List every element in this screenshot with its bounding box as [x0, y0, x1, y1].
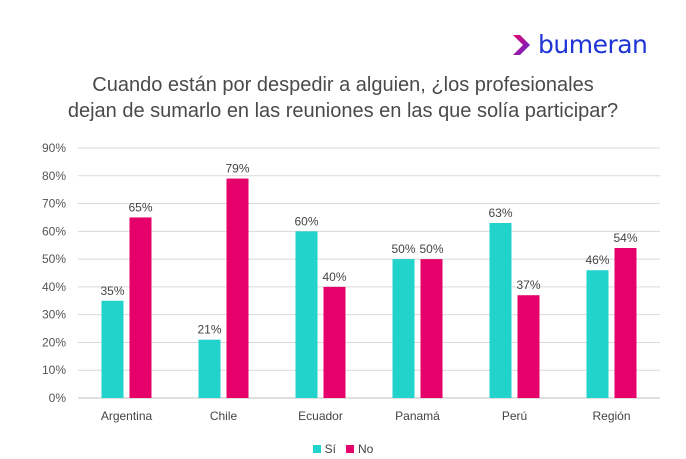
bar-si	[392, 259, 415, 398]
legend-item-si: Sí	[312, 442, 336, 456]
y-tick-label: 40%	[42, 280, 66, 294]
bar-si	[198, 339, 221, 398]
y-tick-label: 70%	[42, 197, 66, 211]
x-tick-label: Argentina	[101, 409, 153, 423]
x-tick-label: Chile	[210, 409, 238, 423]
x-tick-label: Ecuador	[298, 409, 343, 423]
chart-title-line-2: dejan de sumarlo en las reuniones en las…	[67, 100, 619, 122]
bar-no	[420, 259, 443, 398]
bar-si	[586, 270, 609, 398]
legend-label-no: No	[358, 442, 374, 456]
data-label: 37%	[516, 278, 540, 292]
bar-no	[517, 295, 540, 398]
y-tick-label: 60%	[42, 224, 66, 238]
data-label: 46%	[585, 253, 609, 267]
legend-swatch-si	[312, 445, 321, 453]
data-label: 60%	[294, 214, 318, 228]
chart-title-line-1: Cuando están por despedir a alguien, ¿lo…	[92, 74, 594, 96]
y-tick-label: 80%	[42, 169, 66, 183]
brand-name: bumeran	[538, 30, 648, 59]
bar-no	[614, 248, 637, 398]
chart-title: Cuando están por despedir a alguien, ¿lo…	[0, 72, 686, 124]
data-label: 50%	[391, 242, 415, 256]
bar-no	[323, 286, 346, 398]
y-tick-label: 90%	[42, 141, 66, 155]
brand-logo: bumeran	[510, 30, 648, 59]
y-tick-label: 50%	[42, 252, 66, 266]
data-label: 40%	[322, 270, 346, 284]
data-label: 35%	[100, 284, 124, 298]
y-tick-label: 0%	[49, 391, 67, 405]
data-label: 50%	[419, 242, 443, 256]
y-tick-label: 10%	[42, 363, 66, 377]
x-tick-label: Región	[592, 409, 630, 423]
x-tick-label: Perú	[502, 409, 527, 423]
legend: Sí No	[0, 442, 686, 456]
data-label: 65%	[128, 200, 152, 214]
data-label: 79%	[225, 162, 249, 176]
data-label: 54%	[613, 231, 637, 245]
legend-item-no: No	[346, 442, 373, 456]
x-tick-label: Panamá	[395, 409, 440, 423]
bar-no	[226, 178, 249, 398]
bar-si	[101, 300, 124, 398]
data-label: 63%	[488, 206, 512, 220]
bar-no	[129, 217, 152, 398]
chevron-right-icon	[513, 34, 530, 55]
y-tick-label: 30%	[42, 308, 66, 322]
legend-swatch-no	[346, 445, 354, 453]
bar-si	[295, 231, 318, 398]
bar-si	[489, 223, 512, 398]
data-label: 21%	[197, 323, 221, 337]
legend-label-si: Sí	[324, 442, 336, 456]
y-tick-label: 20%	[42, 335, 66, 349]
